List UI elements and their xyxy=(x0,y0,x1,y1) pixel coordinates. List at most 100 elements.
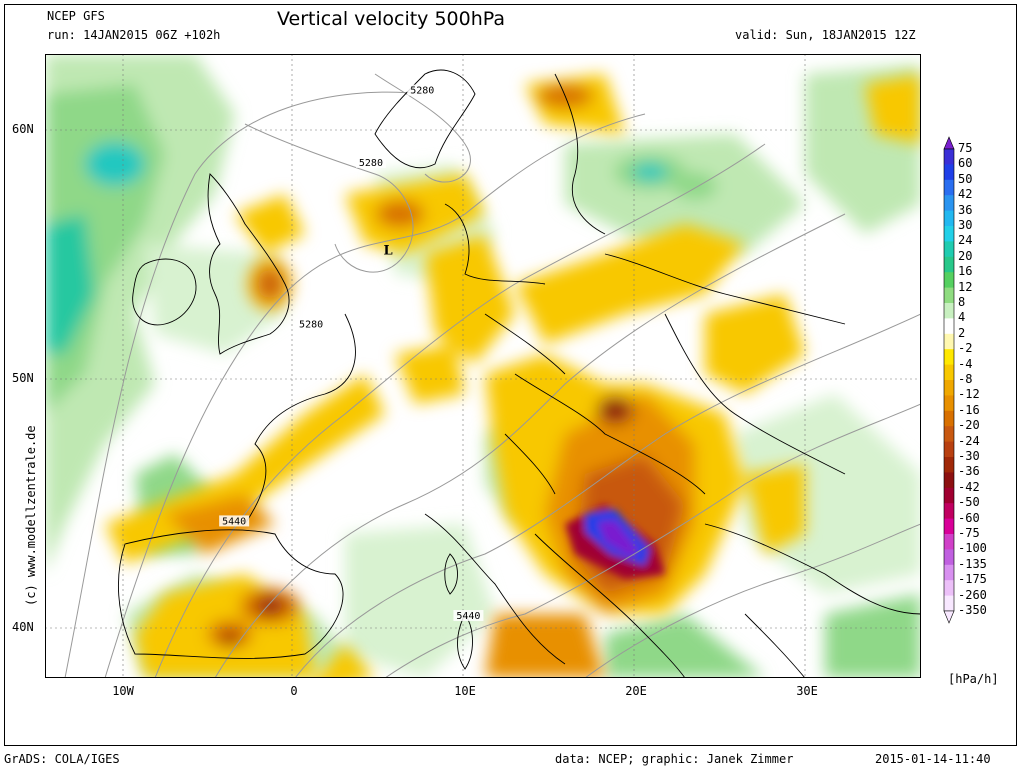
legend-swatch xyxy=(944,195,954,212)
footer-software: GrADS: COLA/IGES xyxy=(4,752,120,766)
contour-label-bg xyxy=(219,515,250,527)
valid-time: valid: Sun, 18JAN2015 12Z xyxy=(735,28,916,42)
contour-label-bg xyxy=(355,156,386,168)
legend-swatch xyxy=(944,272,954,289)
legend-swatch xyxy=(944,226,954,242)
legend-label: 60 xyxy=(958,156,973,171)
low-marker: L xyxy=(443,54,452,57)
legend-swatch xyxy=(944,349,954,366)
legend-label: -42 xyxy=(958,479,980,494)
legend-label: 12 xyxy=(958,279,973,294)
legend-swatch xyxy=(944,472,954,489)
lon-label: 10E xyxy=(454,684,476,698)
legend-label: -4 xyxy=(958,356,973,371)
legend-label: -12 xyxy=(958,387,980,402)
legend-label: -60 xyxy=(958,510,980,525)
contour-label: 5440 xyxy=(222,516,246,527)
legend-label: -350 xyxy=(958,603,987,617)
legend-label: -24 xyxy=(958,433,980,448)
lat-label: 60N xyxy=(12,122,34,136)
legend-label: 50 xyxy=(958,171,973,186)
contour-label-bg xyxy=(453,610,484,622)
legend-swatch xyxy=(944,503,954,520)
legend-swatch xyxy=(944,210,954,227)
lat-label: 40N xyxy=(12,620,34,634)
legend-swatch xyxy=(944,549,954,566)
legend-swatch xyxy=(944,241,954,258)
field-negative xyxy=(105,74,921,678)
contour-label: 5280 xyxy=(299,320,323,331)
coastlines-borders xyxy=(118,69,921,678)
legend-swatch xyxy=(944,487,954,504)
height-contours xyxy=(64,73,921,678)
legend-label: 36 xyxy=(958,202,973,217)
legend-swatch xyxy=(944,287,954,304)
legend-label: -16 xyxy=(958,402,980,417)
copyright-text: (c) www.modellzentrale.de xyxy=(24,425,38,606)
field-strong-core xyxy=(565,504,665,579)
run-info: run: 14JAN2015 06Z +102h xyxy=(47,28,221,42)
legend-swatch xyxy=(944,441,954,458)
figure-frame xyxy=(4,4,1017,746)
legend-swatch xyxy=(944,457,954,473)
legend-swatch xyxy=(944,580,954,597)
legend-swatch xyxy=(944,164,954,181)
legend-label: 30 xyxy=(958,218,973,232)
legend-swatch xyxy=(944,149,954,165)
legend-label: -2 xyxy=(958,341,973,356)
legend-label: 42 xyxy=(958,187,973,202)
lon-label: 0 xyxy=(290,684,298,698)
legend-swatch xyxy=(944,256,954,273)
contour-label: 5440 xyxy=(456,611,480,622)
footer-credit: data: NCEP; graphic: Janek Zimmer xyxy=(555,752,794,766)
legend-swatch xyxy=(944,179,954,196)
contour-labels: 5280 5280 5280 5440 5440 xyxy=(219,84,484,622)
map-border xyxy=(45,54,921,678)
legend-swatch xyxy=(944,318,954,335)
legend-label: 16 xyxy=(958,264,973,279)
model-name: NCEP GFS xyxy=(47,9,105,23)
legend-label: -36 xyxy=(958,464,980,479)
legend-label: -30 xyxy=(958,449,980,463)
legend-swatch xyxy=(944,534,954,550)
legend-label: -175 xyxy=(958,572,987,587)
low-pressure-markers: LL xyxy=(383,54,452,259)
legend-swatch xyxy=(944,518,954,535)
legend-label: -20 xyxy=(958,418,980,433)
contour-label-bg xyxy=(296,318,327,330)
legend-swatch xyxy=(944,395,954,412)
legend-swatch xyxy=(944,303,954,319)
graticule xyxy=(45,54,921,678)
legend-label: 24 xyxy=(958,233,973,248)
legend-label: 20 xyxy=(958,248,973,263)
legend-label: -135 xyxy=(958,556,987,571)
footer-timestamp: 2015-01-14-11:40 xyxy=(875,752,991,766)
legend-label: -50 xyxy=(958,495,980,510)
lon-label: 30E xyxy=(796,684,818,698)
legend-arrow-bottom xyxy=(943,610,955,624)
legend-swatch xyxy=(944,595,954,612)
lon-label: 20E xyxy=(625,684,647,698)
lat-label: 50N xyxy=(12,371,34,385)
legend-swatch xyxy=(944,426,954,443)
legend-label: 75 xyxy=(958,141,973,155)
color-legend xyxy=(943,136,955,624)
legend-label: 4 xyxy=(958,310,966,325)
legend-arrow-top xyxy=(943,136,955,150)
legend-label: -100 xyxy=(958,541,987,556)
legend-swatch xyxy=(944,364,954,381)
legend-label: 2 xyxy=(958,325,966,340)
lon-label: 10W xyxy=(112,684,134,698)
legend-unit: [hPa/h] xyxy=(948,672,999,686)
contour-label: 5280 xyxy=(359,158,383,169)
legend-swatch xyxy=(944,333,954,350)
map-title: Vertical velocity 500hPa xyxy=(277,8,506,30)
low-marker: L xyxy=(383,244,392,259)
legend-swatch xyxy=(944,564,954,581)
contour-label-bg xyxy=(407,84,438,96)
legend-label: -75 xyxy=(958,526,980,540)
legend-swatch xyxy=(944,410,954,427)
legend-label: -260 xyxy=(958,587,987,602)
contour-label: 5280 xyxy=(410,86,434,97)
